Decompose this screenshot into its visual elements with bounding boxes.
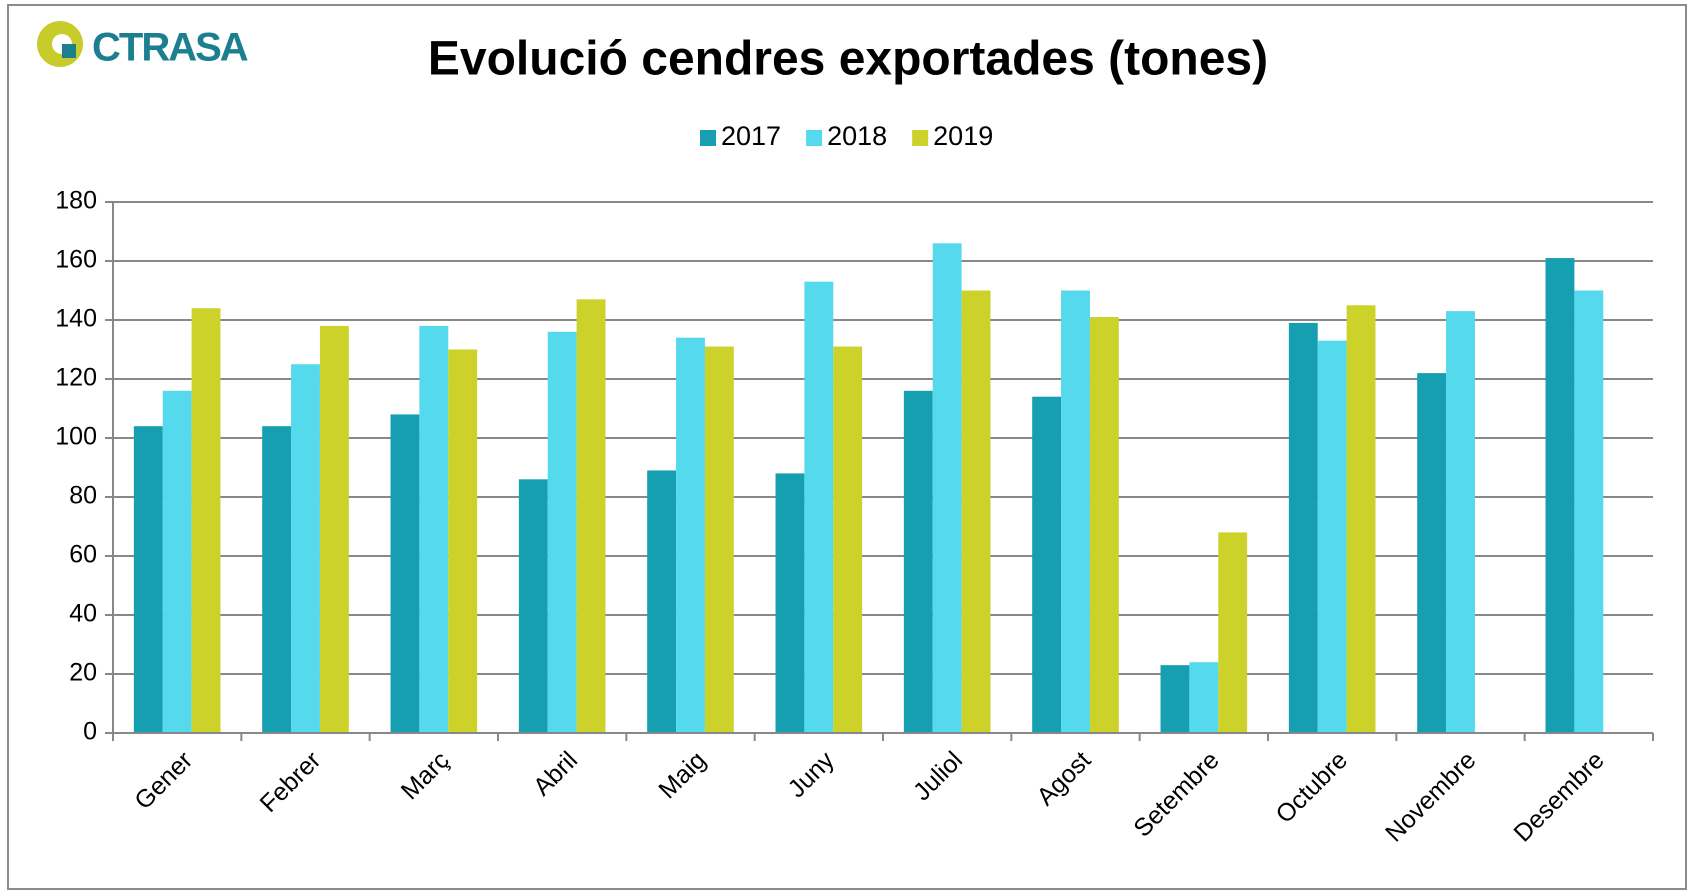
bar <box>903 390 933 733</box>
legend-label: 2018 <box>827 121 887 151</box>
bar <box>547 331 577 733</box>
bar <box>932 243 962 734</box>
bar <box>518 479 548 733</box>
bar <box>162 390 192 733</box>
bar <box>1189 662 1219 733</box>
y-tick-label: 60 <box>69 541 97 569</box>
bar <box>647 470 677 733</box>
logo-text: CTRASA <box>92 26 248 70</box>
bar <box>262 426 292 733</box>
bar <box>191 308 221 733</box>
bar <box>133 426 163 733</box>
legend-swatch <box>700 130 716 146</box>
y-tick-label: 0 <box>83 718 97 746</box>
bar <box>1346 305 1376 733</box>
bar <box>704 346 734 733</box>
legend-label: 2017 <box>721 121 781 151</box>
y-tick-label: 80 <box>69 482 97 510</box>
bar <box>1446 311 1475 733</box>
bar <box>804 281 834 733</box>
y-tick-label: 140 <box>55 305 97 333</box>
bar <box>448 349 478 733</box>
bar <box>1089 317 1119 733</box>
bar <box>961 290 991 733</box>
y-tick-label: 160 <box>55 246 97 274</box>
bar <box>833 346 863 733</box>
bar <box>775 473 805 733</box>
legend-label: 2019 <box>933 121 993 151</box>
bar <box>1288 322 1318 733</box>
bar <box>319 325 349 733</box>
y-tick-label: 40 <box>69 600 97 628</box>
legend-swatch <box>912 130 929 146</box>
bar <box>1545 258 1575 733</box>
bar <box>1218 532 1248 733</box>
legend: 2017 2018 2019 <box>700 121 993 151</box>
bar <box>291 364 320 733</box>
bar <box>419 325 449 733</box>
bar <box>1417 373 1447 733</box>
legend-swatch <box>806 130 823 146</box>
y-tick-label: 20 <box>69 659 97 687</box>
bar <box>1032 396 1062 733</box>
bar <box>1160 665 1190 733</box>
bar <box>1574 290 1604 733</box>
y-tick-label: 100 <box>55 423 97 451</box>
logo-icon-corner <box>62 44 76 58</box>
bar <box>576 299 606 733</box>
bar <box>1317 340 1347 733</box>
bar <box>676 337 705 733</box>
bar <box>390 414 420 733</box>
bar <box>1061 290 1090 733</box>
logo: CTRASA <box>37 21 250 70</box>
y-tick-label: 120 <box>55 364 97 392</box>
y-tick-label: 180 <box>55 187 97 215</box>
chart-title: Evolució cendres exportades (tones) <box>428 33 1268 86</box>
